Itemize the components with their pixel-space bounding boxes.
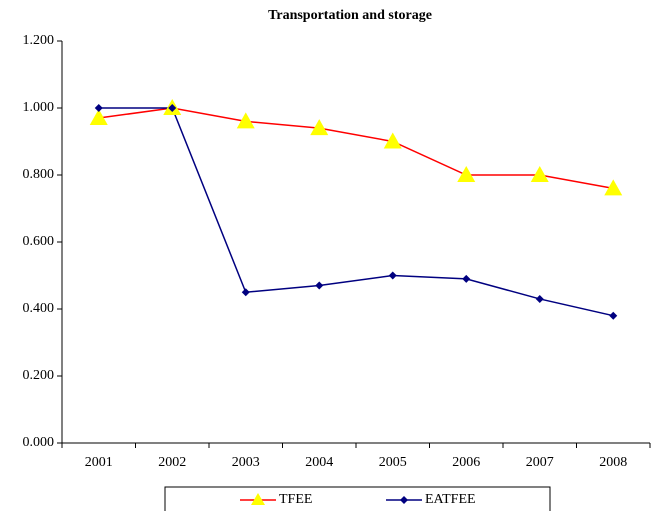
y-tick-label: 0.800 bbox=[23, 167, 55, 182]
marker bbox=[388, 271, 397, 280]
marker bbox=[530, 166, 549, 182]
x-tick-label: 2005 bbox=[379, 455, 407, 470]
legend-marker bbox=[251, 493, 265, 505]
marker bbox=[94, 104, 103, 112]
x-tick-label: 2007 bbox=[526, 455, 554, 470]
marker bbox=[310, 119, 329, 136]
x-tick-label: 2003 bbox=[232, 455, 260, 470]
marker bbox=[604, 179, 623, 196]
series-line bbox=[98, 107, 614, 317]
legend-marker bbox=[400, 496, 408, 504]
chart-title: Transportation and storage bbox=[268, 8, 432, 23]
marker bbox=[89, 109, 108, 126]
x-tick-label: 2002 bbox=[158, 455, 186, 470]
marker bbox=[236, 112, 255, 129]
y-tick-label: 1.000 bbox=[23, 100, 55, 115]
marker bbox=[457, 166, 476, 182]
x-tick-label: 2006 bbox=[452, 455, 480, 470]
y-tick-label: 0.400 bbox=[23, 301, 55, 316]
x-tick-label: 2001 bbox=[85, 455, 113, 470]
legend-box bbox=[164, 486, 551, 511]
x-tick-label: 2008 bbox=[599, 455, 627, 470]
y-tick-label: 0.200 bbox=[23, 368, 55, 383]
legend-label: EATFEE bbox=[425, 492, 476, 507]
legend-label: TFEE bbox=[279, 492, 312, 507]
y-tick-label: 0.600 bbox=[23, 234, 55, 249]
series-line bbox=[98, 107, 614, 190]
marker bbox=[462, 274, 471, 283]
marker bbox=[315, 281, 324, 290]
y-tick-label: 0.000 bbox=[23, 435, 55, 450]
marker bbox=[535, 294, 544, 303]
marker bbox=[383, 132, 402, 149]
y-tick-label: 1.200 bbox=[23, 33, 55, 48]
marker bbox=[168, 104, 177, 112]
marker bbox=[609, 311, 618, 320]
x-tick-label: 2004 bbox=[305, 455, 333, 470]
marker bbox=[241, 288, 250, 297]
